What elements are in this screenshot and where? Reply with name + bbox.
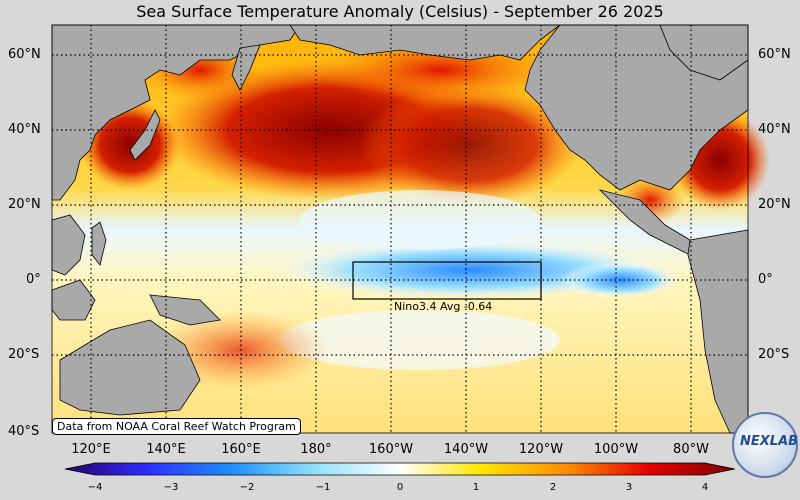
lat-label-left-60n: 60°N [8,47,41,62]
lon-label-160w: 160°W [368,442,414,457]
lat-label-right-60n: 60°N [758,47,791,62]
northeast-pacific-warm-blob [360,85,580,205]
philippines [91,221,107,266]
lat-label-left-0: 0° [26,272,41,287]
colorbar [64,462,736,476]
lon-label-180: 180° [300,442,332,457]
colorbar-tick: −3 [163,482,179,493]
logo-text: NEXLAB [740,434,799,449]
lon-label-120e: 120°E [71,442,111,457]
lon-label-100w: 100°W [593,442,639,457]
graticule [52,25,748,433]
new-guinea [149,294,221,326]
colorbar-tick: −2 [239,482,255,493]
alaska [289,24,562,61]
map-title: Sea Surface Temperature Anomaly (Celsius… [136,2,664,21]
colorbar-tick: 4 [701,482,709,493]
lon-label-120w: 120°W [518,442,564,457]
nino34-box [352,261,542,300]
colorbar-tick: 0 [396,482,404,493]
colorbar-tick: −4 [87,482,103,493]
lat-label-right-20s: 20°S [758,347,790,362]
subtropical-cool [300,190,540,250]
colorbar-tick: 1 [472,482,480,493]
lat-label-left-40s: 40°S [8,424,40,439]
lon-label-160e: 160°E [221,442,261,457]
colorbar-bar [64,462,736,476]
kamchatka [231,44,261,91]
colorbar-tick: 2 [549,482,557,493]
map-frame [51,24,749,434]
lat-label-left-40n: 40°N [8,122,41,137]
lon-label-80w: 80°W [673,442,709,457]
lat-label-left-20s: 20°S [8,347,40,362]
lon-label-140w: 140°W [443,442,489,457]
lat-label-left-20n: 20°N [8,197,41,212]
nexlab-logo: NEXLAB [732,412,798,478]
colorbar-tick: 3 [625,482,633,493]
land [51,24,749,434]
lon-label-140e: 140°E [146,442,186,457]
nino34-avg-label: Nino3.4 Avg -0.64 [394,300,493,313]
data-credit: Data from NOAA Coral Reef Watch Program [52,418,301,435]
lat-label-right-0: 0° [758,272,773,287]
colorbar-tick: −1 [315,482,331,493]
lat-label-right-40n: 40°N [758,122,791,137]
australia [59,319,201,416]
japan [129,109,161,161]
lat-label-right-20n: 20°N [758,197,791,212]
